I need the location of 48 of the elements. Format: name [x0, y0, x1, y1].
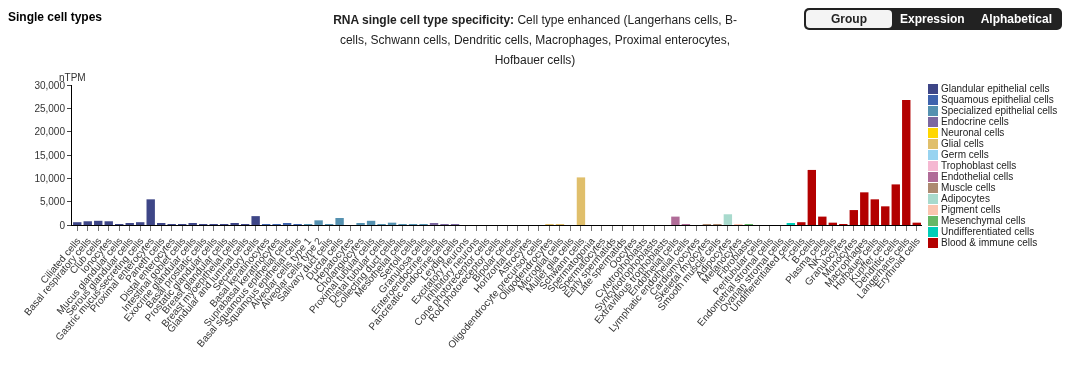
legend-label: Specialized epithelial cells: [941, 105, 1058, 116]
legend-label: Glial cells: [941, 138, 984, 149]
text: Alphabetical: [979, 11, 1054, 28]
legend-label: Muscle cells: [941, 182, 996, 193]
bar: [723, 214, 733, 225]
legend-label: Neuronal cells: [941, 127, 1005, 138]
legend-label: Blood & immune cells: [941, 237, 1038, 248]
bar: [870, 199, 879, 225]
bar: [902, 99, 911, 225]
text: Single cell types: [8, 10, 103, 24]
bar: [104, 221, 113, 225]
bar: [797, 222, 806, 225]
bar: [807, 169, 817, 225]
text: Expression: [899, 11, 966, 28]
y-tick-label: 10,000: [34, 172, 66, 184]
bar: [849, 210, 858, 225]
bar: [860, 192, 869, 225]
chart-title: RNA single cell type specificity:: [333, 13, 515, 27]
bar: [136, 222, 145, 225]
y-tick-label: 25,000: [34, 102, 66, 114]
bar: [314, 220, 323, 225]
bar: [576, 177, 586, 225]
bar: [83, 221, 92, 225]
legend-label: Endothelial cells: [941, 171, 1014, 182]
text: Group: [806, 10, 892, 28]
bar: [881, 206, 890, 225]
y-tick-label: 5,000: [39, 196, 66, 208]
bar: [146, 199, 155, 225]
legend-label: Undifferentiated cells: [941, 226, 1035, 237]
legend-label: Mesenchymal cells: [941, 215, 1026, 226]
bar: [671, 216, 680, 225]
bar: [94, 220, 103, 225]
legend-label: Pigment cells: [941, 204, 1001, 215]
bar: [335, 218, 344, 225]
bar: [73, 222, 82, 225]
y-tick-label: 0: [59, 219, 66, 231]
legend-label: Glandular epithelial cells: [941, 83, 1050, 94]
legend-label: Squamous epithelial cells: [941, 94, 1054, 105]
y-tick-label: 15,000: [34, 149, 66, 161]
bar: [366, 220, 376, 225]
y-tick-label: 20,000: [34, 126, 66, 138]
legend-label: Trophoblast cells: [941, 160, 1017, 171]
legend-label: Adipocytes: [941, 193, 990, 204]
bar: [818, 216, 827, 225]
bar: [251, 216, 260, 225]
bar: [891, 184, 900, 225]
legend-label: Endocrine cells: [941, 116, 1009, 127]
legend-label: Germ cells: [941, 149, 989, 160]
